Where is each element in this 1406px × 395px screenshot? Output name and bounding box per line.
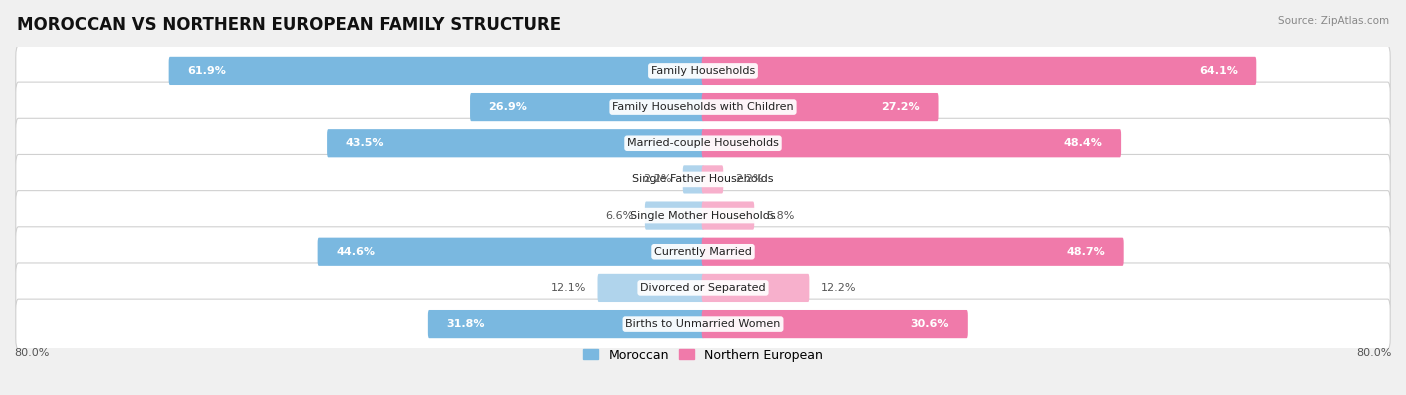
FancyBboxPatch shape	[683, 166, 704, 194]
FancyBboxPatch shape	[702, 274, 810, 302]
Text: 43.5%: 43.5%	[346, 138, 384, 148]
Legend: Moroccan, Northern European: Moroccan, Northern European	[579, 345, 827, 365]
Text: 48.4%: 48.4%	[1064, 138, 1102, 148]
Text: 27.2%: 27.2%	[882, 102, 920, 112]
Text: 6.6%: 6.6%	[605, 211, 633, 220]
Text: 44.6%: 44.6%	[336, 247, 375, 257]
FancyBboxPatch shape	[15, 227, 1391, 277]
Text: Divorced or Separated: Divorced or Separated	[640, 283, 766, 293]
Text: 5.8%: 5.8%	[766, 211, 794, 220]
FancyBboxPatch shape	[15, 154, 1391, 204]
Text: MOROCCAN VS NORTHERN EUROPEAN FAMILY STRUCTURE: MOROCCAN VS NORTHERN EUROPEAN FAMILY STR…	[17, 16, 561, 34]
FancyBboxPatch shape	[15, 299, 1391, 349]
Text: Single Mother Households: Single Mother Households	[630, 211, 776, 220]
FancyBboxPatch shape	[702, 129, 1121, 157]
FancyBboxPatch shape	[15, 82, 1391, 132]
FancyBboxPatch shape	[318, 238, 704, 266]
FancyBboxPatch shape	[15, 118, 1391, 168]
Text: 30.6%: 30.6%	[911, 319, 949, 329]
Text: Currently Married: Currently Married	[654, 247, 752, 257]
Text: 80.0%: 80.0%	[14, 348, 49, 357]
FancyBboxPatch shape	[702, 93, 939, 121]
Text: 61.9%: 61.9%	[187, 66, 226, 76]
FancyBboxPatch shape	[470, 93, 704, 121]
Text: Source: ZipAtlas.com: Source: ZipAtlas.com	[1278, 16, 1389, 26]
Text: 12.1%: 12.1%	[551, 283, 586, 293]
Text: 31.8%: 31.8%	[446, 319, 485, 329]
Text: Single Father Households: Single Father Households	[633, 175, 773, 184]
FancyBboxPatch shape	[598, 274, 704, 302]
Text: 2.2%: 2.2%	[643, 175, 671, 184]
FancyBboxPatch shape	[328, 129, 704, 157]
Text: 12.2%: 12.2%	[821, 283, 856, 293]
FancyBboxPatch shape	[702, 166, 723, 194]
FancyBboxPatch shape	[702, 238, 1123, 266]
Text: Family Households: Family Households	[651, 66, 755, 76]
Text: Births to Unmarried Women: Births to Unmarried Women	[626, 319, 780, 329]
Text: 48.7%: 48.7%	[1066, 247, 1105, 257]
FancyBboxPatch shape	[702, 201, 754, 229]
Text: Married-couple Households: Married-couple Households	[627, 138, 779, 148]
FancyBboxPatch shape	[15, 191, 1391, 241]
FancyBboxPatch shape	[645, 201, 704, 229]
FancyBboxPatch shape	[702, 310, 967, 338]
Text: 64.1%: 64.1%	[1199, 66, 1237, 76]
Text: 26.9%: 26.9%	[488, 102, 527, 112]
Text: 2.2%: 2.2%	[735, 175, 763, 184]
Text: 80.0%: 80.0%	[1357, 348, 1392, 357]
Text: Family Households with Children: Family Households with Children	[612, 102, 794, 112]
FancyBboxPatch shape	[702, 57, 1257, 85]
FancyBboxPatch shape	[15, 263, 1391, 313]
FancyBboxPatch shape	[15, 46, 1391, 96]
FancyBboxPatch shape	[169, 57, 704, 85]
FancyBboxPatch shape	[427, 310, 704, 338]
